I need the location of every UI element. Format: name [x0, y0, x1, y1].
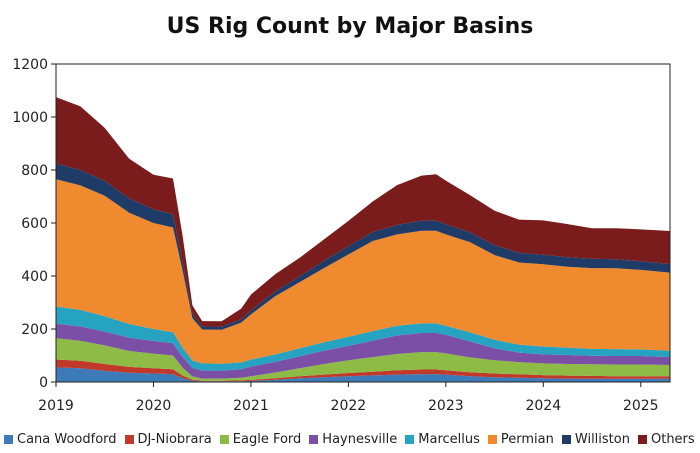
legend-label: Eagle Ford — [232, 431, 302, 447]
x-tick-label: 2022 — [331, 398, 367, 414]
area-others — [56, 97, 670, 327]
legend: Cana Woodford DJ-Niobrara Eagle Ford Haynes… — [4, 429, 700, 449]
legend-label: DJ-Niobrara — [137, 431, 212, 447]
x-tick-label: 2023 — [428, 398, 464, 414]
area-cana-woodford — [56, 367, 670, 382]
y-tick-label: 800 — [21, 163, 48, 179]
legend-item: Haynesville — [309, 429, 397, 449]
area-marcellus — [56, 306, 670, 371]
y-axis: 0 200 400 600 800 1000 1200 — [12, 57, 56, 391]
legend-swatch — [124, 434, 134, 444]
y-tick-label: 200 — [21, 322, 48, 338]
legend-label: Permian — [500, 431, 554, 447]
y-tick-label: 1000 — [12, 110, 48, 126]
legend-swatch — [4, 434, 13, 444]
y-tick-label: 0 — [39, 375, 48, 391]
legend-item: Others — [637, 429, 695, 449]
legend-swatch — [405, 434, 415, 444]
legend-label: Marcellus — [418, 431, 480, 447]
legend-swatch — [561, 434, 571, 444]
area-haynesville — [56, 323, 670, 379]
legend-label: Others — [650, 431, 695, 447]
legend-swatch — [309, 434, 319, 444]
legend-item: Eagle Ford — [219, 429, 302, 449]
area-dj-niobrara — [56, 359, 670, 382]
y-tick-label: 600 — [21, 216, 48, 232]
legend-item: Permian — [487, 429, 554, 449]
x-tick-label: 2020 — [136, 398, 172, 414]
legend-swatch — [637, 434, 647, 444]
x-tick-label: 2025 — [623, 398, 659, 414]
y-tick-label: 1200 — [12, 57, 48, 73]
area-eagle-ford — [56, 338, 670, 381]
legend-swatch — [487, 434, 497, 444]
legend-item: Cana Woodford — [4, 429, 117, 449]
x-tick-label: 2019 — [38, 398, 74, 414]
y-tick-label: 400 — [21, 269, 48, 285]
legend-item: DJ-Niobrara — [124, 429, 212, 449]
legend-item: Marcellus — [405, 429, 480, 449]
x-tick-label: 2024 — [525, 398, 561, 414]
legend-item: Williston — [561, 429, 630, 449]
area-williston — [56, 163, 670, 330]
stacked-areas — [56, 97, 670, 382]
legend-label: Cana Woodford — [17, 431, 117, 447]
area-permian — [56, 179, 670, 364]
legend-label: Williston — [574, 431, 630, 447]
legend-swatch — [219, 434, 229, 444]
legend-label: Haynesville — [322, 431, 398, 447]
x-axis: 2019 2020 2021 2022 2023 2024 2025 — [38, 382, 659, 414]
x-tick-label: 2021 — [233, 398, 269, 414]
chart-title: US Rig Count by Major Basins — [166, 14, 534, 39]
